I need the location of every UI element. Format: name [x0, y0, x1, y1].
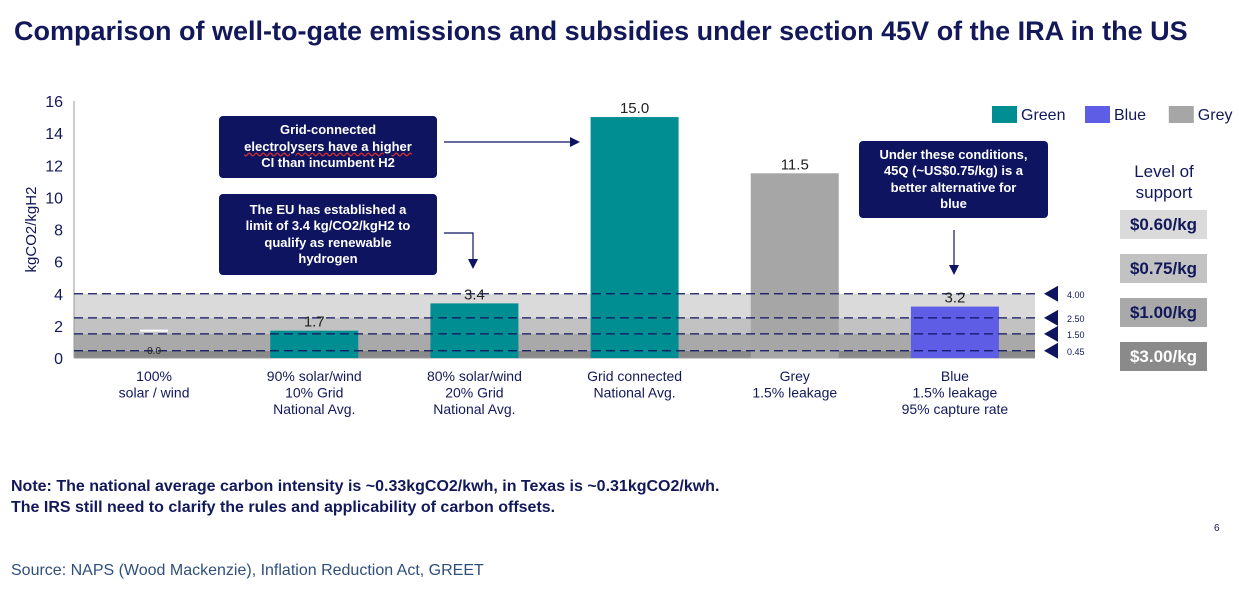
callout-eu-limit: The EU has established a limit of 3.4 kg… — [219, 194, 437, 275]
threshold-marker-1 — [1044, 285, 1058, 302]
data-label: 3.2 — [944, 290, 965, 307]
callout-blue-line-3: better alternative for — [890, 179, 1017, 195]
data-label: 0.0 — [147, 346, 161, 357]
data-label: 1.7 — [304, 314, 325, 331]
bar-green-3 — [430, 303, 519, 358]
y-axis-title: kgCO2/kgH2 — [23, 187, 40, 273]
threshold-label: 0.45 — [1067, 347, 1085, 357]
support-level-4: $3.00/kg — [1120, 342, 1207, 371]
arrow-blue-head — [949, 265, 959, 275]
arrow-eu-shaft — [444, 232, 474, 259]
x-tick-label: solar / wind — [119, 385, 190, 401]
support-level-3: $1.00/kg — [1120, 298, 1207, 327]
bar-grey-5 — [750, 173, 839, 358]
y-tick-label: 6 — [54, 255, 63, 272]
threshold-marker-4 — [1044, 342, 1058, 359]
callout-eu-line-1: The EU has established a — [249, 201, 407, 217]
arrow-grid-head — [570, 137, 580, 147]
callout-arrows — [444, 137, 959, 275]
y-tick-label: 0 — [54, 351, 63, 368]
chart-title: Comparison of well-to-gate emissions and… — [14, 16, 1188, 46]
x-tick-label: Grid connected — [587, 368, 682, 384]
legend-label-grey: Grey — [1198, 107, 1233, 124]
y-tick-label: 16 — [45, 94, 63, 111]
callout-grid-line-3: CI than incumbent H2 — [261, 155, 395, 171]
bar-green-4 — [590, 117, 679, 358]
x-tick-label: 10% Grid — [285, 385, 343, 401]
data-label: 3.4 — [464, 286, 485, 303]
bar-green-2 — [270, 330, 359, 358]
callout-blue-alternative: Under these conditions, 45Q (~US$0.75/kg… — [859, 141, 1048, 218]
x-tick-label: 90% solar/wind — [267, 368, 362, 384]
threshold-label: 4.00 — [1067, 290, 1085, 300]
threshold-band-3 — [74, 333, 1035, 351]
support-level-2: $0.75/kg — [1120, 254, 1207, 283]
labels: 0.0 100%solar / wind 1.7 90% solar/wind10% … — [119, 100, 1009, 417]
page-number: 6 — [1214, 523, 1220, 534]
y-tick-label: 10 — [45, 190, 63, 207]
x-tick-label: 95% capture rate — [902, 401, 1009, 417]
support-level-1: $0.60/kg — [1120, 210, 1207, 239]
note: Note: The national average carbon intens… — [11, 476, 719, 518]
support-title: Level of support — [1118, 161, 1210, 203]
threshold-label: 1.50 — [1067, 330, 1085, 340]
callout-blue-line-4: blue — [940, 196, 967, 211]
threshold-marker-2 — [1044, 309, 1058, 326]
legend-swatch-blue — [1085, 106, 1110, 123]
y-tick-label: 2 — [54, 319, 63, 336]
axes: 0 2 4 6 8 10 12 14 16 kgCO2/kgH2 — [23, 94, 1035, 368]
x-tick-label: 1.5% leakage — [912, 385, 997, 401]
support-title-line-2: support — [1135, 183, 1193, 202]
note-line-1: Note: The national average carbon intens… — [11, 478, 720, 495]
callout-eu-line-3: qualify as renewable — [264, 234, 392, 250]
threshold-bands — [74, 293, 1035, 358]
bar-blue-6 — [910, 306, 999, 358]
x-tick-label: National Avg. — [433, 401, 515, 417]
legend-label-green: Green — [1021, 107, 1065, 124]
y-tick-label: 4 — [54, 287, 63, 304]
support-title-line-1: Level of — [1134, 162, 1194, 181]
callout-blue-line-2: 45Q (~US$0.75/kg) is a — [883, 163, 1024, 178]
x-tick-label: National Avg. — [593, 385, 675, 401]
x-tick-label: National Avg. — [273, 401, 355, 417]
callout-grid-line-2: electrolysers have a higher — [244, 138, 412, 154]
callout-blue-line-1: Under these conditions, — [879, 146, 1028, 162]
legend-swatch-grey — [1168, 106, 1194, 123]
callout-eu-line-2: limit of 3.4 kg/CO2/kgH2 to — [245, 218, 411, 233]
x-tick-label: 20% Grid — [445, 385, 503, 401]
zero-bar-marker — [140, 329, 169, 332]
x-tick-label: Blue — [941, 368, 969, 384]
callout-grid-line-1: Grid-connected — [279, 122, 377, 138]
data-label: 15.0 — [620, 100, 649, 117]
y-tick-label: 12 — [45, 158, 63, 175]
note-line-2: The IRS still need to clarify the rules … — [11, 499, 556, 516]
threshold-band-2 — [74, 317, 1035, 334]
legend-swatch-green — [992, 106, 1017, 123]
data-label: 11.5 — [781, 156, 809, 173]
callout-eu-line-4: hydrogen — [298, 251, 358, 266]
legend: Green Blue Grey — [992, 106, 1232, 124]
threshold-lines: 4.00 2.50 1.50 0.45 — [74, 285, 1085, 359]
threshold-marker-3 — [1044, 325, 1058, 342]
chart-canvas: 0 2 4 6 8 10 12 14 16 kgCO2/kgH2 4.00 2.50 1.50 0.45… — [23, 94, 1232, 417]
legend-label-blue: Blue — [1114, 107, 1146, 124]
source: Source: NAPS (Wood Mackenzie), Inflation… — [11, 562, 484, 579]
callout-grid-connected: Grid-connected electrolysers have a high… — [219, 116, 437, 178]
y-tick-label: 14 — [45, 126, 63, 143]
x-tick-label: 100% — [136, 368, 172, 384]
threshold-band-1 — [74, 293, 1035, 318]
y-tick-label: 8 — [54, 223, 63, 240]
threshold-band-4 — [74, 350, 1035, 358]
threshold-label: 2.50 — [1067, 314, 1085, 324]
x-tick-label: 80% solar/wind — [427, 368, 522, 384]
x-tick-label: 1.5% leakage — [752, 385, 837, 401]
arrow-eu-head — [468, 259, 478, 269]
x-tick-label: Grey — [780, 368, 810, 384]
